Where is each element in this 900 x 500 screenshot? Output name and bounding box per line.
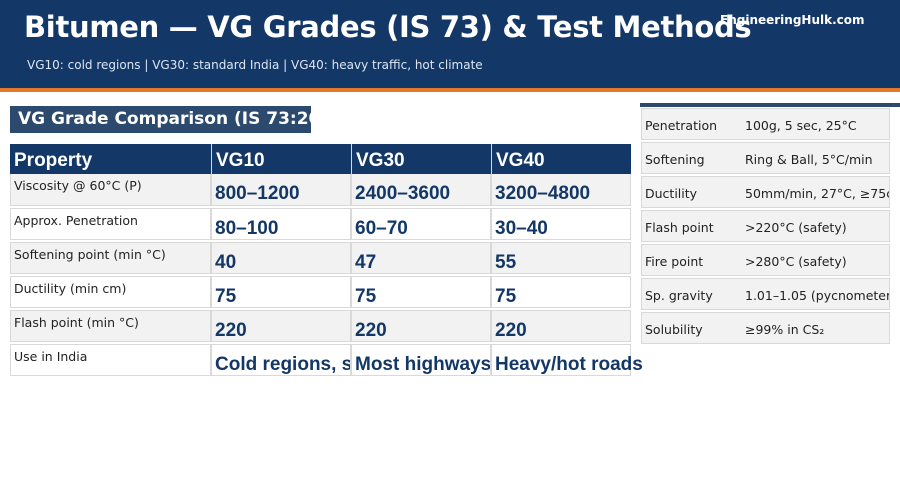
test-name: Softening [645, 152, 705, 167]
vg40-cell: 30–40 [491, 208, 631, 240]
table-row: Ductility (min cm) 75 75 75 [10, 276, 631, 308]
test-name: Ductility [645, 186, 698, 201]
table-row: Flash point (min °C) 220 220 220 [10, 310, 631, 342]
test-name: Solubility [645, 322, 703, 337]
table-row: Softening point (min °C) 40 47 55 [10, 242, 631, 274]
vg30-cell: 75 [351, 276, 491, 308]
test-method: Ring & Ball, 5°C/min [745, 152, 873, 167]
vg40-cell: 3200–4800 [491, 174, 631, 206]
vg40-cell: 75 [491, 276, 631, 308]
column-header-vg30: VG30 [351, 144, 491, 174]
vg40-cell: Heavy/hot roads [491, 344, 643, 376]
column-header-property: Property [10, 144, 211, 174]
vg10-cell: 40 [211, 242, 351, 274]
vg10-cell: 220 [211, 310, 351, 342]
header-accent-line [0, 88, 900, 92]
table-row: Approx. Penetration 80–100 60–70 30–40 [10, 208, 631, 240]
test-method-row: Flash point >220°C (safety) [641, 210, 890, 242]
brand-label: EngineeringHulk.com [720, 13, 865, 27]
test-method-row: Sp. gravity 1.01–1.05 (pycnometer) [641, 278, 890, 310]
vg30-cell: 2400–3600 [351, 174, 491, 206]
test-method: 50mm/min, 27°C, ≥75cm [745, 186, 890, 201]
property-cell: Softening point (min °C) [10, 242, 211, 274]
test-name: Fire point [645, 254, 704, 269]
vg40-cell: 55 [491, 242, 631, 274]
column-header-vg40: VG40 [491, 144, 631, 174]
property-cell: Viscosity @ 60°C (P) [10, 174, 211, 206]
vg10-cell: 80–100 [211, 208, 351, 240]
property-cell: Approx. Penetration [10, 208, 211, 240]
test-method: >280°C (safety) [745, 254, 847, 269]
vg30-cell: 60–70 [351, 208, 491, 240]
table-row: Viscosity @ 60°C (P) 800–1200 2400–3600 … [10, 174, 631, 206]
test-method-row: Softening Ring & Ball, 5°C/min [641, 142, 890, 174]
property-cell: Use in India [10, 344, 211, 376]
vg30-cell: Most highways [351, 344, 491, 376]
test-method-row: Penetration 100g, 5 sec, 25°C [641, 108, 890, 140]
test-name: Penetration [645, 118, 718, 133]
property-cell: Ductility (min cm) [10, 276, 211, 308]
page-title: Bitumen — VG Grades (IS 73) & Test Metho… [24, 10, 752, 44]
test-methods-panel-bar [640, 103, 900, 107]
vg10-cell: Cold regions, s [211, 344, 351, 376]
test-method: 100g, 5 sec, 25°C [745, 118, 857, 133]
property-cell: Flash point (min °C) [10, 310, 211, 342]
test-method-row: Ductility 50mm/min, 27°C, ≥75cm [641, 176, 890, 208]
test-name: Flash point [645, 220, 714, 235]
vg30-cell: 47 [351, 242, 491, 274]
test-method: 1.01–1.05 (pycnometer) [745, 288, 890, 303]
header-banner [0, 0, 900, 88]
page-subtitle: VG10: cold regions | VG30: standard Indi… [27, 58, 483, 72]
vg10-cell: 800–1200 [211, 174, 351, 206]
vg30-cell: 220 [351, 310, 491, 342]
vg40-cell: 220 [491, 310, 631, 342]
table-row: Use in India Cold regions, s Most highwa… [10, 344, 643, 376]
test-method-row: Solubility ≥99% in CS₂ [641, 312, 890, 344]
test-method: ≥99% in CS₂ [745, 322, 825, 337]
test-method: >220°C (safety) [745, 220, 847, 235]
vg10-cell: 75 [211, 276, 351, 308]
column-header-vg10: VG10 [211, 144, 351, 174]
test-name: Sp. gravity [645, 288, 713, 303]
section-title: VG Grade Comparison (IS 73:201 [10, 106, 311, 133]
test-method-row: Fire point >280°C (safety) [641, 244, 890, 276]
